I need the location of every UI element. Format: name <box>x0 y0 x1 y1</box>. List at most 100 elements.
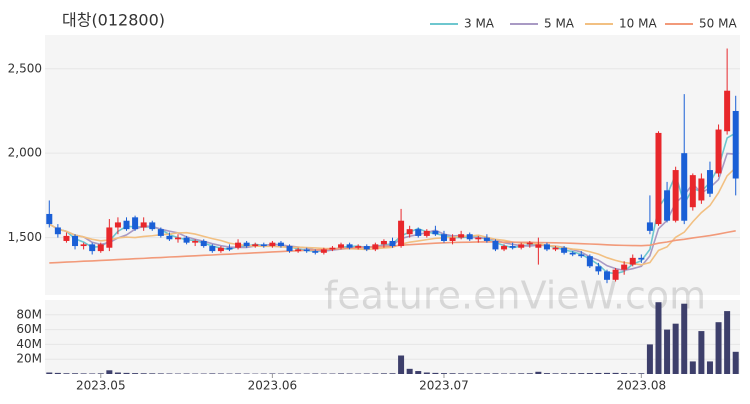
candle-body <box>501 246 507 249</box>
candle-body <box>201 241 207 246</box>
volume-bar <box>613 373 619 374</box>
x-tick-label: 2023.05 <box>76 379 126 393</box>
candle-body <box>355 246 361 248</box>
legend-label: 50 MA <box>699 17 737 31</box>
candle-body <box>707 170 713 194</box>
volume-bar <box>424 373 430 374</box>
candle-body <box>604 271 610 279</box>
volume-bar <box>604 373 610 374</box>
candle-body <box>192 241 198 243</box>
candle-body <box>158 229 164 236</box>
volume-bar <box>475 373 481 374</box>
candle-body <box>467 234 473 239</box>
candle-body <box>381 241 387 244</box>
candle-body <box>681 153 687 221</box>
volume-bar <box>441 373 447 374</box>
x-tick-label: 2023.07 <box>419 379 469 393</box>
volume-bar <box>561 373 567 374</box>
candle-body <box>261 244 267 246</box>
candle-body <box>441 234 447 241</box>
candle-body <box>89 244 95 251</box>
volume-bar <box>681 304 687 374</box>
volume-bar <box>690 361 696 374</box>
candle-body <box>63 236 69 241</box>
candle-body <box>621 265 627 270</box>
volume-bar <box>407 369 413 374</box>
volume-bar <box>570 373 576 374</box>
candle-body <box>226 248 232 250</box>
volume-bar <box>55 373 61 374</box>
candle-body <box>252 244 258 246</box>
volume-bar <box>312 373 318 374</box>
volume-bar <box>492 373 498 374</box>
candle-body <box>149 222 155 229</box>
candle-body <box>492 241 498 249</box>
candle-body <box>235 243 241 248</box>
y-tick-label: 80M <box>16 307 42 321</box>
volume-bar <box>398 356 404 375</box>
candle-body <box>244 243 250 246</box>
y-tick-label: 2,500 <box>8 61 42 75</box>
candle-body <box>295 249 301 251</box>
candle-body <box>175 238 181 240</box>
volume-bar <box>733 352 739 374</box>
volume-bar <box>158 373 164 374</box>
candle-body <box>561 248 567 253</box>
candle-body <box>209 246 215 251</box>
volume-bar <box>544 373 550 374</box>
candle-body <box>398 221 404 246</box>
candle-body <box>287 246 293 251</box>
candle-body <box>698 179 704 201</box>
volume-bar <box>587 373 593 374</box>
volume-bar <box>166 373 172 374</box>
candle-body <box>390 241 396 246</box>
volume-bar <box>578 373 584 374</box>
candle-body <box>655 133 661 224</box>
volume-bar <box>115 373 121 374</box>
candle-body <box>475 238 481 240</box>
candle-body <box>132 217 138 229</box>
volume-bar <box>338 373 344 374</box>
volume-bar <box>347 373 353 374</box>
candle-body <box>141 222 147 227</box>
volume-bar <box>458 373 464 374</box>
candle-body <box>81 244 87 246</box>
candle-body <box>527 243 533 245</box>
watermark: feature.enVieW.com <box>324 274 706 318</box>
candle-body <box>647 222 653 230</box>
volume-bar <box>673 324 679 374</box>
candle-body <box>673 170 679 221</box>
volume-bar <box>724 311 730 374</box>
volume-bar <box>132 373 138 374</box>
x-tick-label: 2023.06 <box>248 379 298 393</box>
volume-bar <box>372 373 378 374</box>
volume-bar <box>535 372 541 374</box>
volume-bar <box>595 373 601 374</box>
volume-bar <box>46 373 52 374</box>
volume-bar <box>510 373 516 374</box>
volume-bar <box>415 371 421 374</box>
candle-body <box>304 249 310 251</box>
candle-body <box>613 270 619 280</box>
chart-title: 대창(012800) <box>62 11 165 30</box>
candle-body <box>535 244 541 247</box>
volume-bar <box>432 373 438 374</box>
volume-bar <box>89 373 95 374</box>
candle-body <box>98 244 104 251</box>
candle-body <box>553 248 559 250</box>
y-tick-label: 40M <box>16 337 42 351</box>
volume-bar <box>655 302 661 374</box>
y-tick-label: 2,000 <box>8 146 42 160</box>
volume-bar <box>184 373 190 374</box>
candle-body <box>638 258 644 260</box>
volume-bar <box>124 373 130 374</box>
volume-bar <box>235 373 241 374</box>
volume-bar <box>98 373 104 374</box>
candle-body <box>46 214 52 224</box>
y-tick-label: 1,500 <box>8 230 42 244</box>
candle-body <box>432 231 438 234</box>
candle-body <box>184 238 190 243</box>
volume-bar <box>287 373 293 374</box>
candle-body <box>510 246 516 248</box>
